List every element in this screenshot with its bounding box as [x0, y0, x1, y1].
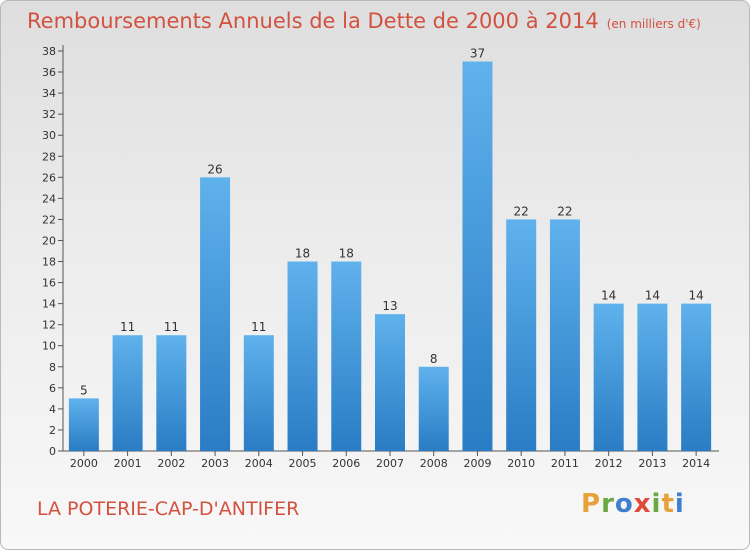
bar-value-label: 14: [601, 289, 616, 303]
x-tick-label: 2003: [201, 457, 229, 470]
y-tick-label: 34: [42, 87, 56, 100]
logo-letter: i: [674, 489, 685, 519]
bar: [156, 335, 187, 451]
y-tick-label: 14: [42, 298, 56, 311]
bar-value-label: 18: [295, 247, 310, 261]
y-tick-label: 38: [42, 45, 56, 58]
bar: [375, 314, 405, 451]
logo-letter: x: [633, 489, 652, 519]
bar-value-label: 13: [382, 299, 397, 313]
bar: [549, 219, 580, 451]
x-tick-label: 2004: [245, 457, 273, 470]
x-tick-label: 2014: [682, 457, 710, 470]
bar-value-label: 37: [470, 47, 485, 61]
bar: [200, 177, 231, 451]
x-tick-label: 2008: [420, 457, 448, 470]
bar: [681, 303, 712, 451]
bar-value-label: 11: [251, 320, 266, 334]
logo-letter: t: [661, 489, 675, 519]
x-tick-label: 2005: [289, 457, 317, 470]
y-tick-label: 30: [42, 129, 56, 142]
y-tick-label: 36: [42, 66, 56, 79]
x-tick-label: 2013: [638, 457, 666, 470]
x-tick-label: 2007: [376, 457, 404, 470]
x-tick-label: 2006: [332, 457, 360, 470]
chart-unit: (en milliers d'€): [606, 17, 701, 31]
x-tick-label: 2012: [595, 457, 623, 470]
bar-value-label: 22: [557, 204, 572, 218]
logo-letter: P: [581, 489, 602, 519]
y-tick-label: 10: [42, 340, 56, 353]
logo-letter: i: [651, 489, 662, 519]
bar-value-label: 14: [645, 289, 660, 303]
bar: [68, 398, 99, 451]
bar-value-label: 11: [164, 320, 179, 334]
y-tick-label: 0: [49, 445, 56, 458]
bar: [243, 335, 274, 451]
y-tick-label: 32: [42, 108, 56, 121]
bar-value-label: 8: [430, 352, 438, 366]
bar: [418, 366, 449, 451]
bar-value-label: 5: [80, 383, 88, 397]
bar: [287, 261, 318, 451]
y-tick-label: 12: [42, 319, 56, 332]
y-tick-label: 26: [42, 171, 56, 184]
bar-value-label: 22: [514, 204, 529, 218]
y-tick-label: 2: [49, 424, 56, 437]
bar: [593, 303, 624, 451]
y-tick-label: 18: [42, 256, 56, 269]
y-tick-label: 24: [42, 192, 56, 205]
y-tick-label: 20: [42, 234, 56, 247]
logo-letter: r: [601, 489, 615, 519]
bar: [331, 261, 362, 451]
bar: [462, 61, 493, 452]
x-tick-label: 2009: [463, 457, 491, 470]
x-tick-label: 2000: [70, 457, 98, 470]
y-tick-label: 22: [42, 213, 56, 226]
proxiti-logo: Proxiti: [581, 489, 685, 519]
bar: [112, 335, 143, 451]
y-tick-label: 6: [49, 382, 56, 395]
bar: [506, 219, 537, 451]
bar-value-label: 18: [339, 247, 354, 261]
y-tick-label: 28: [42, 150, 56, 163]
x-tick-label: 2010: [507, 457, 535, 470]
bar: [637, 303, 668, 451]
x-tick-label: 2002: [157, 457, 185, 470]
x-tick-label: 2011: [551, 457, 579, 470]
bar-value-label: 26: [207, 162, 222, 176]
bar-value-label: 11: [120, 320, 135, 334]
chart-title-text: Remboursements Annuels de la Dette de 20…: [27, 9, 599, 33]
x-tick-label: 2001: [114, 457, 142, 470]
commune-name: LA POTERIE-CAP-D'ANTIFER: [37, 498, 300, 520]
bar-value-label: 14: [688, 289, 703, 303]
logo-letter: o: [614, 489, 634, 519]
y-tick-label: 8: [49, 361, 56, 374]
y-tick-label: 4: [49, 403, 56, 416]
chart-title: Remboursements Annuels de la Dette de 20…: [27, 9, 701, 33]
y-tick-label: 16: [42, 277, 56, 290]
